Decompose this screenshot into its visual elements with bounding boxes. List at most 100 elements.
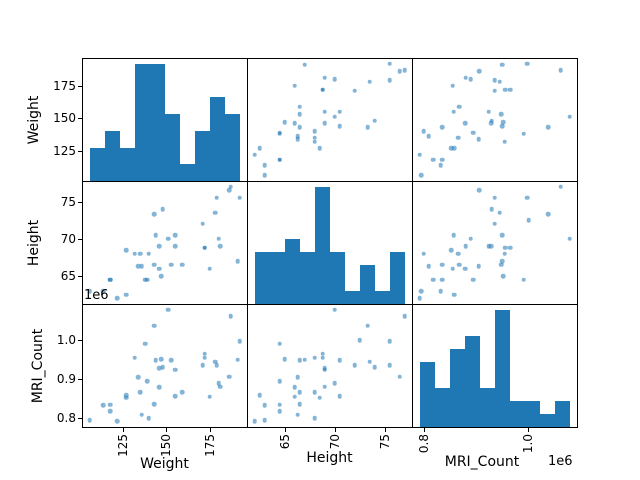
data-point (158, 273, 164, 279)
x-tick-label: 150 (159, 434, 174, 457)
data-point (262, 403, 267, 408)
data-point (158, 356, 164, 362)
data-point (153, 232, 159, 238)
hist-bar (344, 290, 360, 304)
hist-bar (224, 114, 240, 181)
data-point (207, 266, 213, 271)
data-point (337, 109, 342, 114)
cell-scatter-height-vs-weight (82, 181, 247, 304)
data-point (451, 109, 456, 114)
data-point (439, 125, 445, 130)
data-point (292, 83, 297, 88)
data-point (144, 277, 150, 283)
data-point (367, 79, 372, 85)
y-tick-mark (78, 201, 82, 203)
data-point (302, 357, 307, 363)
cell-scatter-weight-vs-mri_count (412, 58, 577, 181)
data-point (146, 251, 152, 256)
data-point (169, 358, 174, 363)
data-point (257, 393, 262, 398)
data-point (526, 217, 532, 223)
data-point (387, 338, 392, 344)
data-point (492, 78, 498, 83)
data-point (151, 402, 157, 407)
data-point (430, 157, 436, 163)
cell-scatter-weight-vs-height (247, 58, 412, 181)
y-axis-offset-label: 1e6 (84, 288, 109, 303)
data-point (312, 355, 317, 361)
data-point (143, 341, 148, 347)
data-point (165, 236, 171, 242)
axis-spine (82, 58, 83, 428)
data-point (402, 67, 407, 73)
y-tick-mark (78, 238, 82, 240)
data-point (136, 374, 141, 380)
data-point (277, 408, 282, 414)
hist-bar (209, 97, 225, 181)
data-point (322, 121, 327, 126)
data-point (312, 416, 317, 421)
data-point (418, 173, 424, 178)
data-point (277, 379, 282, 384)
data-point (136, 264, 141, 269)
data-point (160, 206, 166, 212)
data-point (262, 173, 267, 178)
data-point (214, 195, 220, 201)
data-point (228, 184, 234, 189)
data-point (295, 412, 300, 417)
data-point (524, 195, 530, 201)
data-point (297, 112, 302, 117)
data-point (450, 266, 455, 271)
cell-hist-height (247, 181, 412, 304)
data-point (212, 210, 218, 215)
hist-bar (524, 400, 540, 427)
data-point (463, 121, 468, 126)
data-point (218, 384, 223, 390)
data-point (292, 121, 297, 126)
data-point (216, 236, 221, 242)
data-point (108, 277, 113, 283)
data-point (450, 83, 455, 88)
data-point (421, 128, 426, 134)
data-point (438, 162, 444, 168)
data-point (153, 357, 159, 363)
data-point (357, 337, 362, 343)
data-point (101, 288, 106, 294)
data-point (312, 390, 317, 395)
x-tick-mark (284, 428, 286, 432)
data-point (352, 363, 357, 368)
y-axis-label-weight: Weight (26, 95, 42, 144)
x-tick-label: 65 (277, 434, 292, 450)
axis-spine (82, 58, 578, 59)
data-point (297, 402, 302, 407)
axis-spine (412, 58, 413, 428)
y-tick-label: 65 (60, 269, 76, 284)
data-point (488, 121, 494, 126)
data-point (297, 104, 302, 109)
data-point (212, 359, 218, 364)
data-point (456, 135, 461, 140)
x-tick-mark (122, 428, 124, 432)
data-point (421, 251, 426, 256)
data-point (151, 211, 157, 217)
data-point (545, 211, 551, 217)
data-point (365, 125, 370, 130)
y-tick-label: 0.9 (56, 372, 76, 387)
data-point (297, 358, 302, 363)
data-point (470, 130, 476, 135)
data-point (365, 323, 370, 328)
data-point (476, 136, 482, 142)
data-point (139, 264, 145, 269)
data-point (498, 112, 504, 117)
hist-bar (314, 186, 330, 304)
data-point (169, 262, 174, 268)
data-point (372, 365, 377, 370)
data-point (292, 394, 297, 400)
data-point (235, 357, 241, 363)
data-point (567, 236, 572, 242)
hist-bar (89, 147, 105, 181)
x-axis-label-height: Height (306, 450, 353, 466)
data-point (367, 359, 372, 364)
data-point (123, 247, 129, 253)
